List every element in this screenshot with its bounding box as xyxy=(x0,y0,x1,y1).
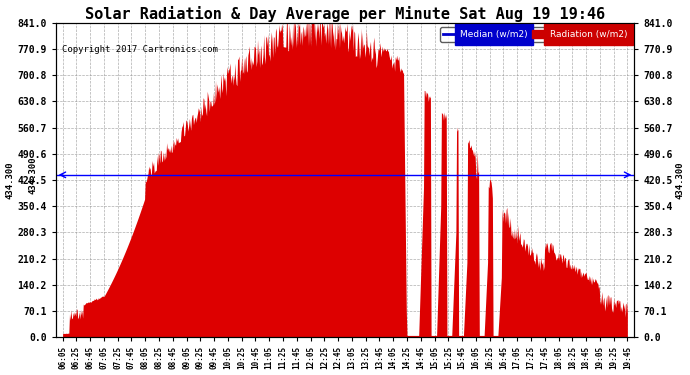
Text: 434.300: 434.300 xyxy=(29,156,38,194)
Title: Solar Radiation & Day Average per Minute Sat Aug 19 19:46: Solar Radiation & Day Average per Minute… xyxy=(85,6,605,21)
Y-axis label: 434.300: 434.300 xyxy=(6,161,14,199)
Text: Copyright 2017 Cartronics.com: Copyright 2017 Cartronics.com xyxy=(61,45,217,54)
Y-axis label: 434.300: 434.300 xyxy=(676,161,684,199)
Legend: Median (w/m2), Radiation (w/m2): Median (w/m2), Radiation (w/m2) xyxy=(440,27,630,42)
